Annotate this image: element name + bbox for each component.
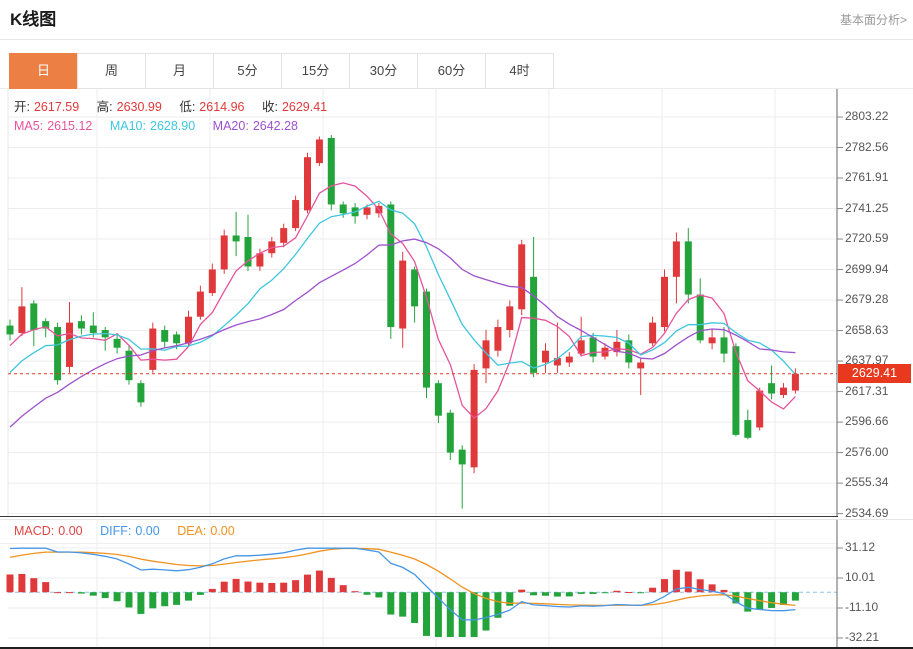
macd-chart[interactable]	[0, 520, 913, 648]
price-axis-label: 2782.56	[845, 139, 889, 154]
last-price-badge: 2629.41	[838, 364, 911, 384]
header-divider	[0, 39, 913, 40]
price-axis-label: 2741.25	[845, 200, 889, 215]
tab-月[interactable]: 月	[145, 53, 214, 89]
macd-axis-label: -32.21	[845, 630, 880, 644]
price-axis-label: 2699.94	[845, 261, 889, 276]
close-value: 2629.41	[281, 100, 328, 114]
dea-label: DEA:	[177, 524, 207, 538]
price-axis-label: 2555.34	[845, 475, 889, 490]
price-axis-label: 2637.97	[845, 353, 889, 368]
ma10-label: MA10:	[109, 119, 146, 133]
tab-30分[interactable]: 30分	[349, 53, 418, 89]
price-axis-label: 2534.69	[845, 505, 889, 520]
price-axis-label: 2596.66	[845, 414, 889, 429]
ma5-value: 2615.12	[47, 119, 93, 133]
fundamental-analysis-link[interactable]: 基本面分析>	[839, 13, 907, 27]
ma20-label: MA20:	[212, 119, 249, 133]
price-axis-label: 2617.31	[845, 383, 889, 398]
low-label: 低:	[179, 100, 196, 114]
price-axis-label: 2803.22	[845, 109, 889, 123]
page-title: K线图	[10, 10, 57, 29]
high-value: 2630.99	[116, 100, 162, 114]
tab-15分[interactable]: 15分	[281, 53, 350, 89]
tab-周[interactable]: 周	[77, 53, 146, 89]
price-axis-label: 2761.91	[845, 170, 889, 184]
ma-legend: MA5: 2615.12 MA10: 2628.90 MA20: 2642.28	[14, 119, 302, 133]
diff-value: 0.00	[135, 524, 160, 538]
ma5-label: MA5:	[14, 119, 44, 133]
macd-axis-label: 10.01	[845, 570, 876, 584]
macd-panel-top-border	[0, 519, 913, 520]
price-axis-label: 2720.59	[845, 231, 889, 246]
macd-legend: MACD: 0.00 DIFF: 0.00 DEA: 0.00	[14, 524, 239, 538]
tab-5分[interactable]: 5分	[213, 53, 282, 89]
macd-legend-divider	[0, 543, 838, 544]
price-axis-label: 2576.00	[845, 444, 889, 459]
macd-value: 0.00	[58, 524, 83, 538]
ohlc-legend: 开: 2617.59 高: 2630.99 低: 2614.96 收: 2629.41	[14, 96, 331, 115]
price-axis-label: 2679.28	[845, 292, 889, 307]
macd-label: MACD:	[14, 524, 55, 538]
high-label: 高:	[96, 100, 113, 114]
period-tabbar: 日周月 5分 15分 30分 60分 4时	[9, 53, 554, 89]
low-value: 2614.96	[199, 100, 245, 114]
macd-axis-label: 31.12	[845, 540, 876, 554]
close-label: 收:	[261, 100, 278, 114]
macd-axis-label: -11.10	[845, 600, 879, 614]
ma20-value: 2642.28	[252, 119, 298, 133]
tab-60分[interactable]: 60分	[417, 53, 486, 89]
open-label: 开:	[14, 100, 30, 114]
widget-bottom-border	[0, 647, 913, 649]
price-axis-label: 2658.63	[845, 322, 889, 337]
open-value: 2617.59	[33, 100, 80, 114]
tab-日[interactable]: 日	[9, 53, 78, 89]
dea-value: 0.00	[210, 524, 235, 538]
tab-4时[interactable]: 4时	[485, 53, 554, 89]
main-chart-bottom-border	[0, 516, 838, 517]
ma10-value: 2628.90	[150, 119, 196, 133]
candlestick-chart[interactable]	[0, 89, 913, 517]
diff-label: DIFF:	[100, 524, 132, 538]
